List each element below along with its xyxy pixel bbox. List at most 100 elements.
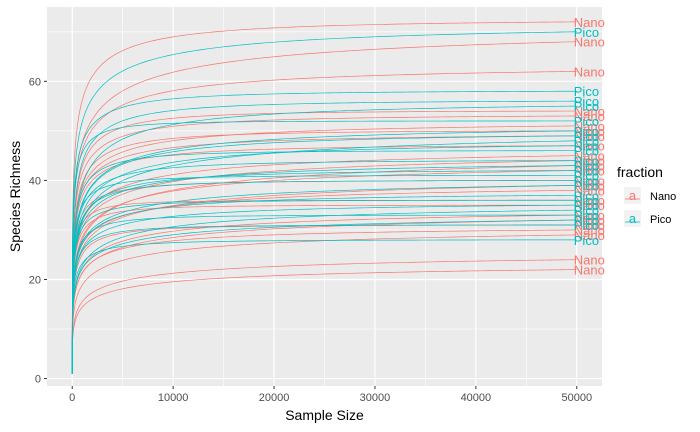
pico-rarefaction-line: [71, 224, 577, 374]
line-end-labels: NanoNanoNanoNanoNanoNanoNanoNanoNanoNano…: [574, 15, 605, 278]
legend: fraction a Nano a Pico: [617, 164, 676, 227]
y-tick-label: 40: [29, 175, 41, 187]
nano-end-label: Nano: [574, 228, 605, 243]
pico-rarefaction-line: [71, 150, 577, 374]
nano-end-label: Nano: [574, 198, 605, 213]
pico-rarefaction-line: [71, 204, 577, 374]
y-axis-title: Species Richness: [7, 141, 23, 252]
x-axis-title: Sample Size: [285, 407, 364, 423]
pico-rarefaction-line: [71, 140, 577, 374]
nano-rarefaction-line: [71, 259, 577, 374]
legend-label-pico: Pico: [650, 214, 671, 226]
nano-end-label: Nano: [574, 15, 605, 30]
nano-rarefaction-line: [71, 71, 577, 374]
nano-rarefaction-line: [71, 145, 577, 374]
pico-end-label: Pico: [574, 193, 599, 208]
pico-rarefaction-line: [71, 209, 577, 374]
nano-rarefaction-line: [71, 204, 577, 374]
pico-end-label: Pico: [574, 139, 599, 154]
pico-end-label: Pico: [574, 144, 599, 159]
y-tick-label: 20: [29, 274, 41, 286]
nano-rarefaction-line: [71, 269, 577, 374]
legend-key-box: [624, 210, 641, 227]
nano-rarefaction-line: [71, 115, 577, 374]
series-lines: [71, 21, 577, 374]
pico-rarefaction-line: [71, 165, 577, 374]
pico-end-label: Pico: [574, 94, 599, 109]
pico-rarefaction-line: [71, 31, 577, 374]
nano-end-label: Nano: [574, 129, 605, 144]
nano-end-label: Nano: [574, 263, 605, 278]
nano-end-label: Nano: [574, 163, 605, 178]
x-axis: 0 10000 20000 30000 40000 50000: [69, 386, 592, 404]
nano-end-label: Nano: [574, 213, 605, 228]
pico-rarefaction-line: [71, 90, 577, 374]
nano-end-label: Nano: [574, 124, 605, 139]
plot-panel: NanoNanoNanoNanoNanoNanoNanoNanoNanoNano…: [47, 7, 605, 386]
nano-rarefaction-line: [71, 125, 577, 374]
x-tick-label: 40000: [461, 392, 492, 404]
pico-end-label: Pico: [574, 188, 599, 203]
nano-end-label: Nano: [574, 223, 605, 238]
pico-end-label: Pico: [574, 173, 599, 188]
pico-rarefaction-line: [71, 175, 577, 374]
nano-end-label: Nano: [574, 178, 605, 193]
pico-rarefaction-line: [71, 185, 577, 374]
pico-rarefaction-line: [71, 214, 577, 374]
nano-end-label: Nano: [574, 64, 605, 79]
legend-keys: a Nano a Pico: [624, 187, 676, 227]
legend-title: fraction: [617, 164, 663, 180]
pico-end-label: Pico: [574, 124, 599, 139]
nano-end-label: Nano: [574, 183, 605, 198]
legend-key-glyph: a: [629, 211, 637, 226]
nano-rarefaction-line: [71, 21, 577, 374]
legend-key-box: [624, 187, 641, 204]
nano-end-label: Nano: [574, 154, 605, 169]
pico-rarefaction-line: [71, 199, 577, 374]
nano-end-label: Nano: [574, 104, 605, 119]
pico-end-label: Pico: [574, 218, 599, 233]
nano-rarefaction-line: [71, 229, 577, 374]
pico-end-label: Pico: [574, 168, 599, 183]
nano-end-label: Nano: [574, 159, 605, 174]
pico-rarefaction-line: [71, 130, 577, 374]
pico-rarefaction-line: [71, 120, 577, 374]
pico-end-label: Pico: [574, 99, 599, 114]
x-tick-label: 30000: [360, 392, 391, 404]
pico-rarefaction-line: [71, 160, 577, 374]
nano-rarefaction-line: [71, 165, 577, 374]
pico-end-label: Pico: [574, 84, 599, 99]
pico-end-label: Pico: [574, 134, 599, 149]
nano-end-label: Nano: [574, 119, 605, 134]
nano-rarefaction-line: [71, 234, 577, 374]
pico-rarefaction-line: [71, 100, 577, 374]
nano-rarefaction-line: [71, 130, 577, 374]
pico-rarefaction-line: [71, 170, 577, 374]
pico-end-label: Pico: [574, 213, 599, 228]
y-tick-label: 0: [35, 374, 41, 386]
pico-end-label: Pico: [574, 129, 599, 144]
nano-end-label: Nano: [574, 149, 605, 164]
pico-end-label: Pico: [574, 203, 599, 218]
x-tick-label: 20000: [259, 392, 290, 404]
pico-end-label: Pico: [574, 208, 599, 223]
pico-end-label: Pico: [574, 163, 599, 178]
pico-end-label: Pico: [574, 25, 599, 40]
pico-end-label: Pico: [574, 154, 599, 169]
pico-end-label: Pico: [574, 233, 599, 248]
nano-rarefaction-line: [71, 185, 577, 374]
nano-end-label: Nano: [574, 193, 605, 208]
pico-end-label: Pico: [574, 159, 599, 174]
pico-rarefaction-line: [71, 105, 577, 374]
x-tick-label: 10000: [158, 392, 189, 404]
legend-key-glyph: a: [629, 188, 637, 203]
pico-end-label: Pico: [574, 198, 599, 213]
pico-rarefaction-line: [71, 145, 577, 374]
x-tick-label: 50000: [561, 392, 592, 404]
legend-label-nano: Nano: [650, 191, 676, 203]
nano-rarefaction-line: [71, 110, 577, 374]
nano-end-label: Nano: [574, 35, 605, 50]
nano-end-label: Nano: [574, 253, 605, 268]
y-tick-label: 60: [29, 76, 41, 88]
